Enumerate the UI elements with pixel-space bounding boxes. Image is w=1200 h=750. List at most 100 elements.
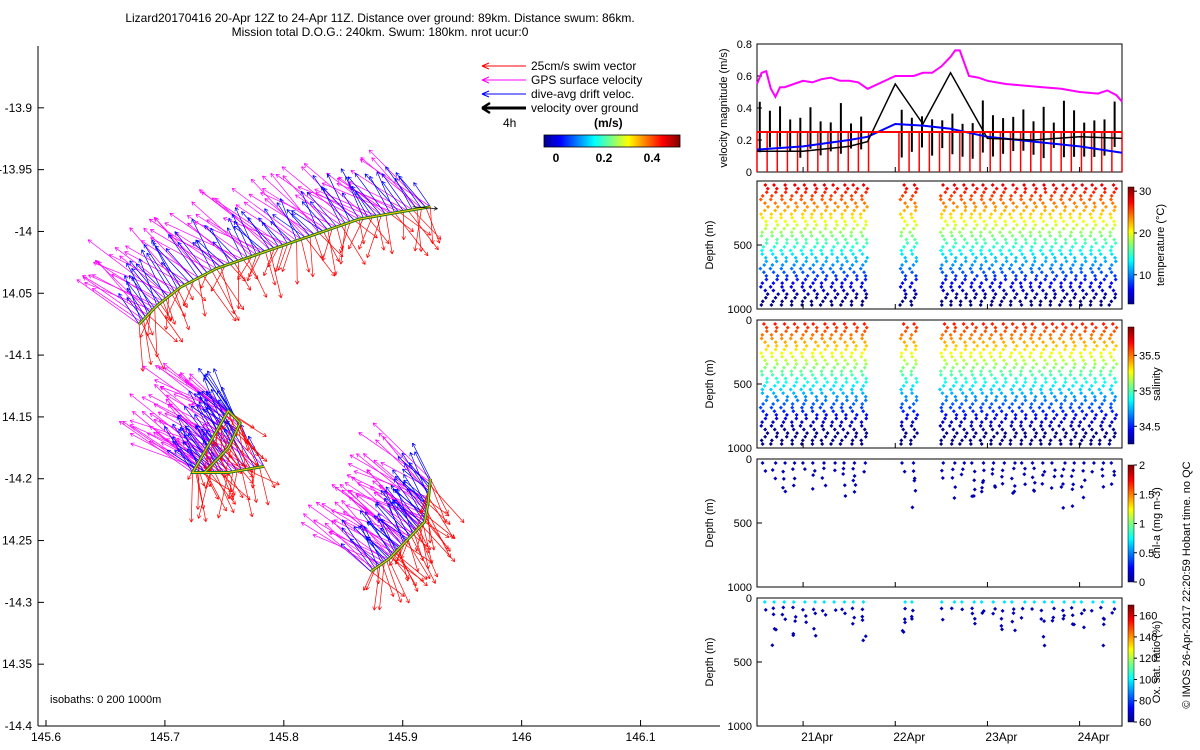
profile-dot <box>763 340 768 345</box>
profile-dot <box>864 190 869 195</box>
profile-dot <box>763 219 768 224</box>
profile-dot <box>1000 270 1005 275</box>
profile-dot <box>1030 372 1035 377</box>
profile-dot <box>943 219 948 224</box>
drift-vector <box>364 173 400 213</box>
profile-dot <box>1017 387 1022 392</box>
profile-dot <box>1068 405 1073 410</box>
swim-vector <box>227 471 234 500</box>
profile-dot <box>1091 329 1096 334</box>
profile-dot <box>843 255 848 260</box>
profile-dot <box>910 505 915 510</box>
profile-dot <box>799 197 804 202</box>
profile-dot <box>1044 241 1049 246</box>
profile-dot <box>1021 208 1026 213</box>
colorbar-tick-label: 120 <box>1139 653 1157 665</box>
profile-dot <box>1058 248 1063 253</box>
profile-dot <box>799 230 804 235</box>
profile-dot <box>938 197 943 202</box>
profile-dot <box>825 325 830 330</box>
profile-dot <box>915 431 920 436</box>
profile-dot <box>1009 351 1014 356</box>
profile-dot <box>1073 277 1078 282</box>
profile-dot <box>902 208 907 213</box>
profile-dot <box>911 469 916 474</box>
profile-dot <box>829 423 834 428</box>
profile-dot <box>802 600 807 604</box>
profile-dot <box>1032 295 1037 300</box>
profile-dot <box>829 372 834 377</box>
profile-dot <box>1052 190 1057 195</box>
profile-dot <box>772 427 777 432</box>
profile-dot <box>1001 383 1006 388</box>
profile-dot <box>1047 354 1052 359</box>
profile-dot <box>1020 365 1025 370</box>
profile-dot <box>939 442 944 446</box>
profile-dot <box>761 244 766 249</box>
profile-dot <box>1007 266 1012 271</box>
map-ytick-label: -14.4 <box>5 719 33 733</box>
profile-dot <box>788 351 793 356</box>
drift-vector <box>234 207 257 255</box>
profile-dot <box>813 611 818 616</box>
profile-dot <box>905 412 910 417</box>
profile-dot <box>1013 628 1018 633</box>
colorbar-tick-label: 160 <box>1139 611 1157 623</box>
profile-dot <box>1092 365 1097 370</box>
profile-dot <box>845 431 850 436</box>
profile-dot <box>1112 255 1117 260</box>
profile-dot <box>760 354 765 359</box>
profile-dot <box>939 438 944 443</box>
profile-dot <box>939 284 944 289</box>
profile-dot <box>784 186 789 191</box>
profile-dot <box>790 233 795 238</box>
salinity-panel: Depth (m) salinity <box>704 319 1163 449</box>
profile-dot <box>948 351 953 356</box>
profile-dot <box>959 233 964 238</box>
profile-dot <box>800 252 805 257</box>
profile-dot <box>813 277 818 282</box>
profile-dot <box>792 263 797 267</box>
profile-dot <box>1099 332 1104 337</box>
profile-dot <box>1002 365 1007 370</box>
profile-dot <box>903 347 908 352</box>
profile-dot <box>1010 402 1015 406</box>
profile-dot <box>789 299 794 304</box>
profile-dot <box>1061 427 1066 432</box>
profile-dot <box>809 252 814 257</box>
profile-dot <box>953 273 958 278</box>
profile-dot <box>990 281 995 286</box>
profile-dot <box>1072 201 1077 206</box>
profile-dot <box>1068 372 1073 377</box>
profile-dot <box>1038 215 1043 220</box>
profile-dot <box>831 270 836 275</box>
profile-dot <box>850 391 855 396</box>
profile-dot <box>1049 244 1054 249</box>
profile-dot <box>972 201 977 206</box>
profile-dot <box>794 431 799 436</box>
profile-dot <box>1097 405 1102 410</box>
profile-dot <box>760 461 765 465</box>
profile-dot <box>1017 351 1022 356</box>
profile-dot <box>1000 608 1005 613</box>
profile-dot <box>1083 343 1088 348</box>
profile-dot <box>969 332 974 337</box>
profile-dot <box>944 241 949 246</box>
profile-dot <box>780 299 785 304</box>
colorbar-unit-label: (m/s) <box>594 116 623 130</box>
profile-dot <box>983 241 988 246</box>
profile-dot <box>1113 416 1118 421</box>
profile-dot <box>1050 270 1055 275</box>
swim-vector <box>164 296 170 330</box>
profile-dot <box>905 204 910 209</box>
profile-dot <box>1112 607 1117 612</box>
profile-dot <box>910 252 915 257</box>
profile-dot <box>805 204 810 209</box>
profile-dot <box>854 277 859 282</box>
colorbar-tick-label: 0.5 <box>1139 548 1154 560</box>
profile-dot <box>1037 405 1042 410</box>
profile-dot <box>773 627 778 632</box>
profile-dot <box>911 263 916 267</box>
profile-dot <box>834 343 839 348</box>
gps-vector <box>169 212 239 262</box>
